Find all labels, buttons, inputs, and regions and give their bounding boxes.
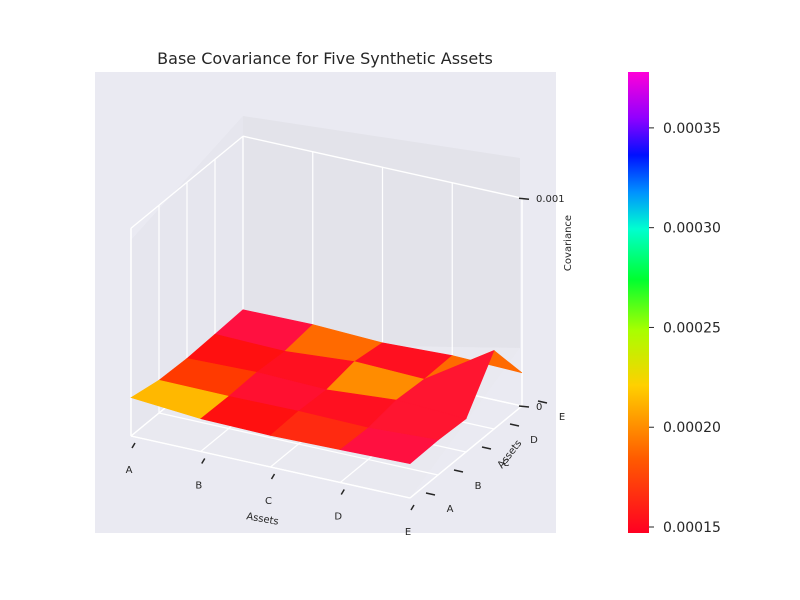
x-tick-label: B xyxy=(195,481,202,492)
colorbar-tick-label: 0.00015 xyxy=(663,520,721,536)
y-tick-label: B xyxy=(475,481,482,492)
x-tick-label: E xyxy=(405,527,411,538)
y-tick-mark xyxy=(509,423,520,427)
x-tick-mark xyxy=(340,489,345,495)
y-tick-mark xyxy=(481,446,492,450)
z-tick-label: 0 xyxy=(536,402,542,413)
colorbar-tick-label: 0.00035 xyxy=(663,121,721,137)
colorbar-tick-label: 0.00030 xyxy=(663,221,721,237)
x-tick-mark xyxy=(201,458,206,464)
y-tick-label: A xyxy=(447,504,454,515)
colorbar-ticks: 0.00015 0.00020 0.00025 0.00030 0.00035 xyxy=(649,121,721,536)
y-tick-mark xyxy=(453,469,464,473)
x-tick-mark xyxy=(410,504,415,511)
pane-edge xyxy=(130,135,244,229)
x-tick-mark xyxy=(131,442,136,449)
y-tick-mark xyxy=(537,400,548,404)
y-tick-label: C xyxy=(503,458,510,469)
surface-plot xyxy=(130,309,523,465)
colorbar-tick-label: 0.00025 xyxy=(663,320,721,336)
y-tick-label: D xyxy=(530,435,538,446)
z-axis-label: Covariance xyxy=(563,215,574,271)
y-tick-label: E xyxy=(559,412,565,423)
y-tick-mark xyxy=(425,492,436,496)
z-tick-label: 0.001 xyxy=(536,194,565,205)
z-tick-mark xyxy=(518,405,530,408)
z-tick-mark xyxy=(518,197,530,200)
pane-edge xyxy=(409,405,523,499)
x-tick-label: C xyxy=(265,496,272,507)
axis-ticks: A B C D E A B C D E 0 0.001 xyxy=(126,194,566,538)
colorbar-tick-label: 0.00020 xyxy=(663,420,721,436)
pane-edge xyxy=(130,435,411,499)
surface-face xyxy=(339,427,439,465)
x-tick-mark xyxy=(270,473,276,480)
chart-title: Base Covariance for Five Synthetic Asset… xyxy=(157,49,493,68)
x-tick-label: A xyxy=(126,465,133,476)
colorbar xyxy=(628,72,649,533)
x-tick-label: D xyxy=(334,512,342,523)
pane-edge xyxy=(242,135,523,199)
